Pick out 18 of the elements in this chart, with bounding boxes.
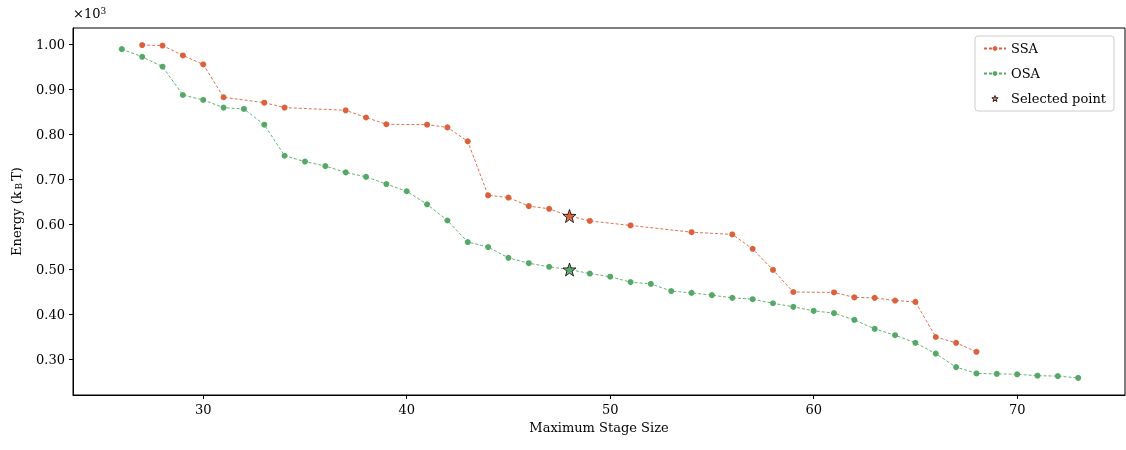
x-tick-label: 60	[805, 402, 822, 417]
y-tick-label: 0.40	[36, 306, 65, 322]
legend-label: SSA	[1010, 41, 1039, 56]
x-tick-label: 50	[601, 402, 619, 417]
x-tick-label: 70	[1008, 402, 1026, 417]
x-tick-label: 30	[194, 402, 212, 417]
x-tick-label: 40	[398, 402, 415, 417]
y-tick-label: 0.80	[36, 126, 65, 142]
y-tick-label: 0.30	[36, 351, 65, 367]
y-tick-label: 0.90	[36, 81, 65, 97]
x-axis-title: Maximum Stage Size	[529, 420, 669, 435]
legend-label: Selected point	[1010, 91, 1107, 106]
y-tick-label: 0.60	[36, 216, 65, 232]
legend-label: OSA	[1010, 66, 1041, 81]
y-axis-title: Energy (kBT)	[9, 167, 24, 256]
y-tick-label: 0.50	[36, 261, 65, 277]
y-tick-label: 0.70	[36, 171, 65, 187]
y-tick-label: 1.00	[36, 36, 65, 52]
